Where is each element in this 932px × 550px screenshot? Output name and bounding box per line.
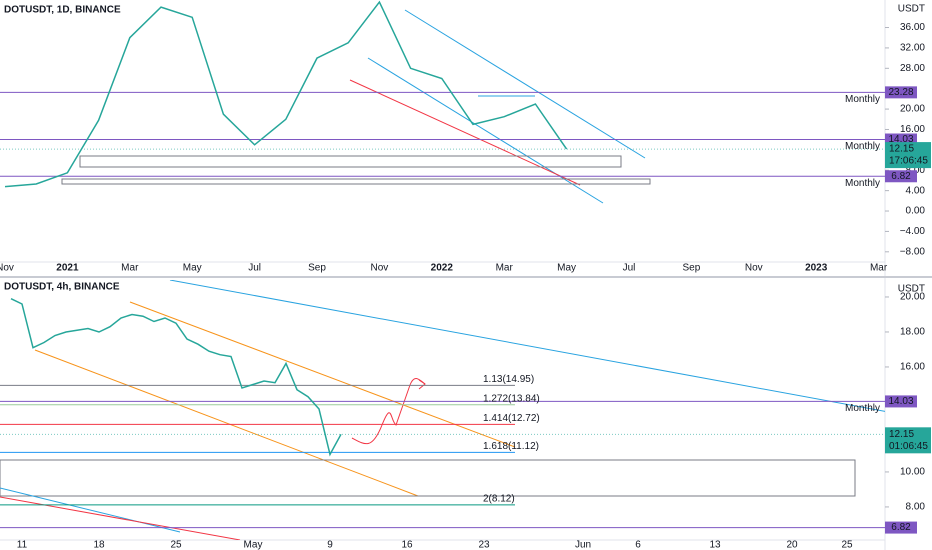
y-tick-label: 20.00 (900, 292, 925, 303)
last-price-tag (885, 142, 931, 169)
y-tick-label: 36.00 (900, 22, 925, 33)
x-tick-label: 13 (709, 540, 721, 550)
x-tick-label: May (244, 540, 263, 550)
trend-line (169, 280, 885, 412)
x-tick-label: Sep (308, 263, 326, 274)
zone-box (0, 459, 856, 497)
axis-unit: USDT (898, 284, 925, 295)
x-tick-label: Mar (121, 263, 139, 274)
level-tag (885, 170, 917, 183)
channel-line (404, 9, 646, 159)
x-tick-label: Jun (575, 540, 591, 550)
x-tick-label: 25 (170, 540, 182, 550)
price-line (4, 0, 568, 188)
level-tag-label: 6.82 (891, 522, 911, 533)
arrow-head (418, 379, 426, 390)
x-tick-label: Nov (371, 263, 389, 274)
projection-arrow (351, 378, 426, 445)
y-tick-label: 20.00 (900, 104, 925, 115)
countdown: 17:06:45 (889, 156, 928, 167)
fib-label: 1.618(11.12) (483, 441, 539, 452)
x-tick-label: 2021 (56, 263, 79, 274)
last-price-label: 12.15 (889, 429, 914, 440)
x-tick-label: Nov (745, 263, 763, 274)
level-tag-label: 14.03 (888, 134, 913, 145)
y-tick-label: 10.00 (900, 467, 925, 478)
price-line (10, 298, 342, 457)
trend-line (0, 487, 181, 533)
x-tick-label: Mar (870, 263, 888, 274)
level-tag-label: 6.82 (891, 171, 911, 182)
x-tick-label: 6 (635, 540, 641, 550)
x-tick-label: Jul (623, 263, 636, 274)
y-tick-label: 8.00 (906, 502, 926, 513)
x-tick-label: 18 (93, 540, 105, 550)
x-tick-label: Sep (683, 263, 701, 274)
y-tick-label: 16.00 (900, 124, 925, 135)
drawings-bottom (0, 280, 885, 540)
x-tick-label: May (183, 263, 202, 274)
level-tag (885, 521, 917, 534)
y-tick-label: 32.00 (900, 43, 925, 54)
last-price-label: 12.15 (889, 144, 914, 155)
x-tick-label: 2022 (431, 263, 454, 274)
y-tick-label: −8.00 (900, 246, 926, 257)
level-tag (885, 86, 917, 99)
x-tick-label: 20 (786, 540, 798, 550)
fib-label: 1.414(12.72) (483, 413, 540, 424)
level-note: Monthly (845, 403, 880, 414)
level-tag-label: 14.03 (888, 396, 913, 407)
y-tick-label: 0.00 (906, 206, 926, 217)
countdown: 01:06:45 (889, 441, 928, 452)
fib-label: 1.272(13.84) (483, 393, 540, 404)
level-tag-label: 23.28 (888, 87, 913, 98)
last-price-tag (885, 427, 931, 454)
fib-label: 1.13(14.95) (483, 374, 534, 385)
level-note: Monthly (845, 141, 880, 152)
x-tick-label: 25 (841, 540, 853, 550)
y-tick-label: 28.00 (900, 63, 925, 74)
zone-box (79, 155, 622, 168)
y-tick-label: 4.00 (906, 185, 926, 196)
x-tick-label: Jul (248, 263, 261, 274)
y-tick-label: 18.00 (900, 327, 925, 338)
zone-box (61, 178, 651, 185)
channel-line (34, 349, 419, 497)
x-tick-label: Mar (496, 263, 514, 274)
level-note: Monthly (845, 94, 880, 105)
level-note: Monthly (845, 178, 880, 189)
x-tick-label: 16 (401, 540, 413, 550)
x-tick-label: 11 (17, 540, 28, 550)
y-tick-label: 16.00 (900, 362, 925, 373)
x-tick-label: 2023 (805, 263, 828, 274)
x-tick-label: Nov (0, 263, 14, 274)
trend-line (0, 496, 241, 540)
y-tick-label: −4.00 (900, 226, 926, 237)
plot (0, 0, 885, 188)
x-tick-label: 9 (327, 540, 333, 550)
chart-title: DOTUSDT, 1D, BINANCE (4, 5, 121, 16)
x-tick-label: May (557, 263, 576, 274)
level-tag (885, 395, 917, 408)
fib-label: 2(8.12) (483, 493, 515, 504)
channel-line (129, 301, 516, 448)
x-tick-label: 23 (478, 540, 490, 550)
drawings-top (61, 9, 651, 204)
axis-unit: USDT (898, 4, 925, 15)
chart-title: DOTUSDT, 4h, BINANCE (4, 282, 120, 293)
plot (0, 298, 885, 529)
